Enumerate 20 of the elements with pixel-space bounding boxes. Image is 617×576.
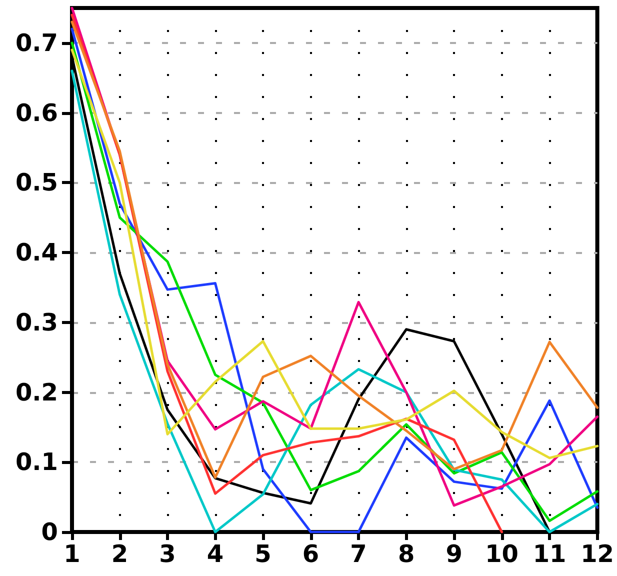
y-tick-label: 0.7 (15, 28, 58, 57)
y-tick-label: 0 (41, 518, 58, 546)
x-tick-label: 6 (302, 540, 320, 568)
x-tick-label: 12 (580, 540, 614, 568)
y-tick-label: 0.2 (15, 378, 58, 406)
x-tick-label: 8 (398, 540, 415, 568)
y-tick-label: 0.1 (15, 448, 58, 476)
x-tick-label: 9 (446, 540, 462, 568)
x-tick-label: 7 (350, 540, 367, 568)
y-tick-label: 0.6 (15, 98, 58, 127)
x-tick-label: 1 (64, 540, 80, 568)
y-tick-label: 0.4 (15, 238, 58, 267)
x-tick-label: 3 (159, 540, 176, 568)
y-tick-label: 0.5 (15, 168, 58, 197)
x-tick-label: 10 (485, 540, 518, 568)
y-tick-label: 0.3 (15, 308, 58, 336)
x-tick-label: 5 (254, 540, 272, 568)
x-tick-label: 4 (206, 540, 224, 568)
x-tick-label: 2 (111, 540, 128, 568)
x-tick-label: 11 (532, 540, 566, 568)
